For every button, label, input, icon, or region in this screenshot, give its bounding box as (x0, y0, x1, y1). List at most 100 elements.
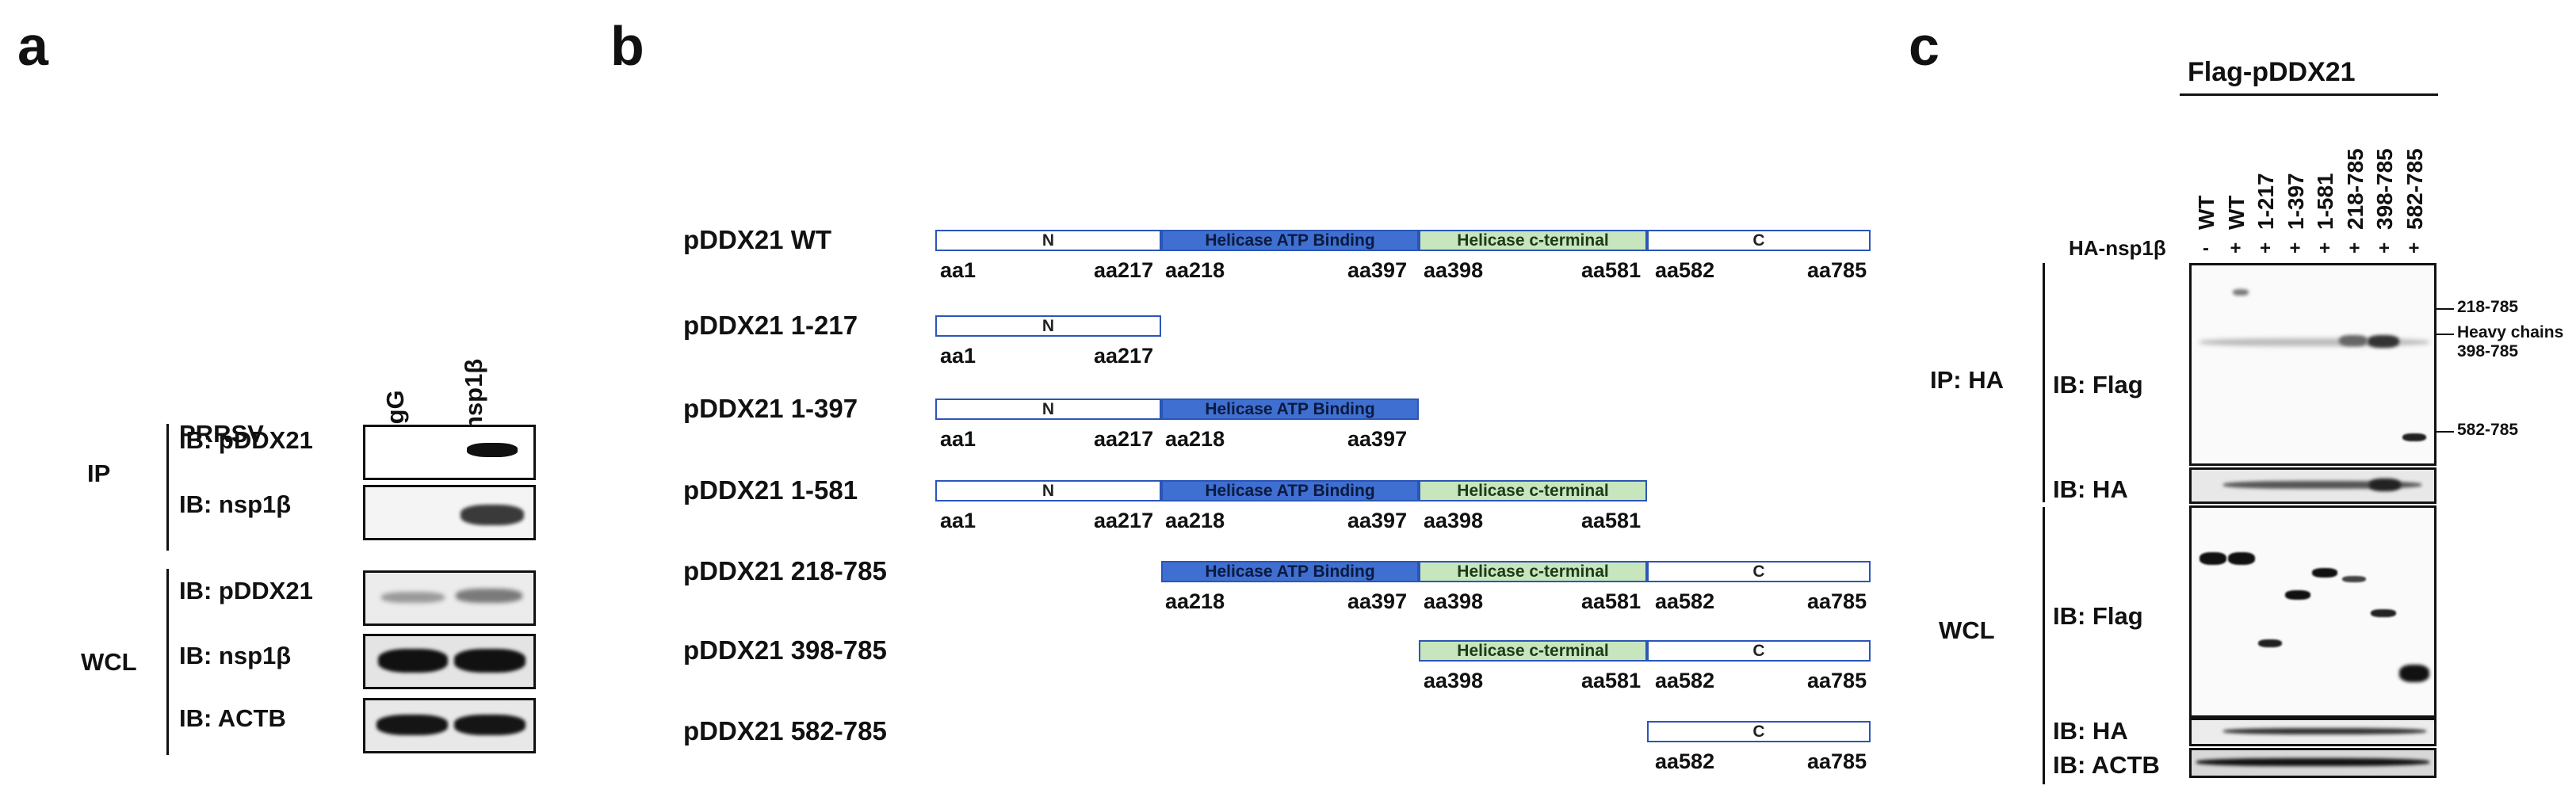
aa-position-label: aa397 (1347, 509, 1408, 532)
aa-position-label: aa581 (1581, 669, 1642, 692)
aa-position-label: aa1 (940, 258, 977, 282)
domain-segment-n: N (935, 398, 1161, 420)
wcl-group-label: WCL (1939, 616, 1995, 644)
lane-label: 218-785 (2342, 148, 2368, 230)
ha-sign: + (2349, 238, 2360, 259)
marker-line (2436, 431, 2454, 433)
aa-position-label: aa785 (1807, 589, 1867, 613)
lane-label: 1-397 (2283, 173, 2308, 230)
construct-name: pDDX21 1-217 (683, 311, 858, 340)
marker-line (2436, 308, 2454, 310)
aa-position-label: aa218 (1165, 509, 1225, 532)
blot-label: IB: HA (2053, 475, 2128, 503)
construct-name: pDDX21 582-785 (683, 716, 887, 746)
ip-bracket (2043, 263, 2045, 502)
domain-segment-c: C (1647, 561, 1871, 582)
construct-name: pDDX21 398-785 (683, 635, 887, 665)
ha-nsp1b-label: HA-nsp1β (2069, 236, 2166, 260)
flag-pddx21-header: Flag-pDDX21 (2188, 57, 2356, 87)
annotation-582-785: 582-785 (2457, 421, 2519, 439)
aa-position-label: aa217 (1094, 344, 1154, 368)
domain-segment-c: C (1647, 721, 1871, 742)
aa-position-label: aa582 (1655, 589, 1715, 613)
wcl-bracket (166, 569, 169, 755)
blot-label: IB: Flag (2053, 602, 2143, 630)
aa-position-label: aa785 (1807, 669, 1867, 692)
blot-label: IB: ACTB (2053, 751, 2160, 779)
aa-position-label: aa1 (940, 427, 977, 451)
annotation-218-785: 218-785 (2457, 298, 2519, 316)
aa-position-label: aa398 (1424, 669, 1484, 692)
blot-wcl-nsp1b (363, 634, 536, 689)
ip-bracket (166, 424, 169, 551)
aa-position-label: aa218 (1165, 427, 1225, 451)
prrsv-label: PRRSV (179, 420, 264, 448)
panel-c-letter: c (1909, 15, 1940, 77)
domain-segment-atp: Helicase ATP Binding (1161, 398, 1419, 420)
blot-label: IB: pDDX21 (179, 426, 313, 454)
aa-position-label: aa398 (1424, 258, 1484, 282)
aa-position-label: aa218 (1165, 258, 1225, 282)
lane-label: WT (2223, 195, 2249, 230)
aa-position-label: aa1 (940, 344, 977, 368)
domain-segment-cterm: Helicase c-terminal (1419, 230, 1647, 251)
ha-sign: + (2318, 238, 2330, 259)
aa-position-label: aa582 (1655, 258, 1715, 282)
construct-name: pDDX21 218-785 (683, 556, 887, 585)
domain-segment-n: N (935, 230, 1161, 251)
ha-sign: + (2259, 238, 2271, 259)
header-underline (2180, 93, 2438, 96)
ha-sign: + (2289, 238, 2301, 259)
domain-segment-cterm: Helicase c-terminal (1419, 480, 1647, 501)
ip-group-label: IP (87, 460, 111, 487)
domain-segment-cterm: Helicase c-terminal (1419, 561, 1647, 582)
aa-position-label: aa398 (1424, 509, 1484, 532)
domain-segment-cterm: Helicase c-terminal (1419, 640, 1647, 662)
aa-position-label: aa785 (1807, 258, 1867, 282)
blot-wcl-pddx21 (363, 570, 536, 626)
aa-position-label: aa785 (1807, 749, 1867, 773)
aa-position-label: aa582 (1655, 749, 1715, 773)
ha-sign: + (2378, 238, 2390, 259)
lane-label: 1-581 (2313, 173, 2337, 230)
ip-ha-group-label: IP: HA (1930, 366, 2004, 394)
domain-segment-n: N (935, 315, 1161, 337)
construct-name: pDDX21 1-581 (683, 475, 858, 505)
aa-position-label: aa582 (1655, 669, 1715, 692)
lane-label: 398-785 (2372, 148, 2397, 230)
wcl-bracket (2043, 507, 2045, 784)
lane-label: WT (2194, 195, 2219, 230)
blot-ip-nsp1b (363, 485, 536, 540)
blot-wcl-actb (363, 698, 536, 753)
blot-wcl-flag (2189, 505, 2436, 718)
annotation-heavy-chains: Heavy chains (2457, 323, 2564, 341)
ha-sign: - (2203, 238, 2209, 259)
domain-segment-atp: Helicase ATP Binding (1161, 230, 1419, 251)
construct-name: pDDX21 WT (683, 225, 832, 254)
domain-segment-atp: Helicase ATP Binding (1161, 561, 1419, 582)
domain-segment-n: N (935, 480, 1161, 501)
panel-a-letter: a (17, 15, 48, 77)
blot-wcl-ha (2189, 718, 2436, 746)
lane-label: 582-785 (2402, 148, 2427, 230)
aa-position-label: aa581 (1581, 589, 1642, 613)
domain-segment-c: C (1647, 230, 1871, 251)
blot-label: IB: pDDX21 (179, 577, 313, 604)
blot-label: IB: HA (2053, 717, 2128, 745)
wcl-group-label: WCL (81, 648, 137, 676)
aa-position-label: aa581 (1581, 509, 1642, 532)
blot-label: IB: ACTB (179, 704, 286, 732)
aa-position-label: aa397 (1347, 427, 1408, 451)
blot-ip-flag (2189, 263, 2436, 466)
marker-line (2436, 334, 2454, 335)
blot-ip-pddx21 (363, 425, 536, 480)
blot-wcl-actb (2189, 748, 2436, 778)
construct-name: pDDX21 1-397 (683, 394, 858, 423)
aa-position-label: aa398 (1424, 589, 1484, 613)
ha-sign: + (2230, 238, 2242, 259)
blot-label: IB: Flag (2053, 371, 2143, 398)
aa-position-label: aa581 (1581, 258, 1642, 282)
domain-segment-atp: Helicase ATP Binding (1161, 480, 1419, 501)
annotation-398-785: 398-785 (2457, 342, 2519, 360)
blot-label: IB: nsp1β (179, 642, 292, 669)
